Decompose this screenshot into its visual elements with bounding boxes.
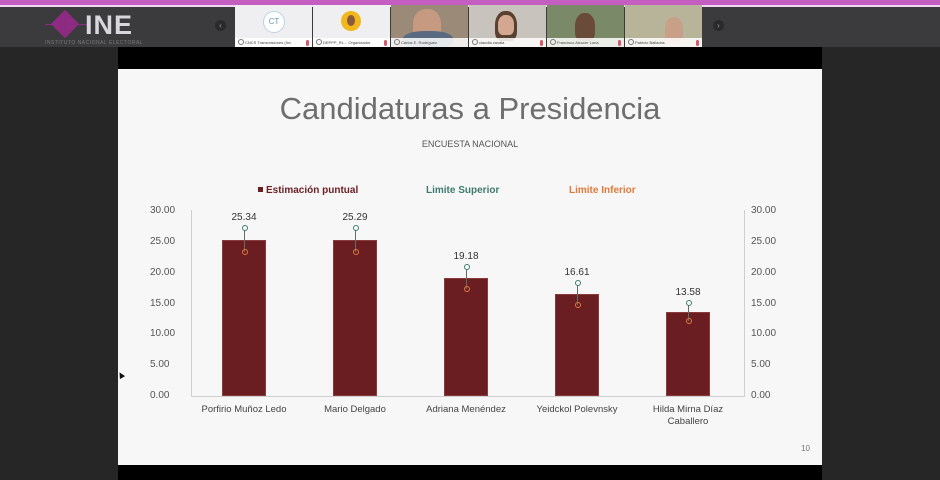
participant-video-tile[interactable]: Carlos E. Rodríguez [391,5,468,47]
bar [444,277,488,396]
video-person [665,17,683,43]
participant-name: CNCS Transmisiones (Inv [235,38,312,47]
slide-title: Candidaturas a Presidencia [279,91,661,126]
y-tick-label: 0.00 [150,390,170,401]
error-bar [355,228,356,252]
participant-name: claudia zavala [469,38,546,47]
lower-limit-marker [574,301,581,308]
participant-name: DEPPP_RL... Organizador [313,38,390,47]
legend-estimate: Estimación puntual [258,185,358,196]
logo-subtitle: INSTITUTO NACIONAL ELECTORAL [45,40,144,46]
participant-name: Francisco Alcocer Luna [547,38,624,47]
lower-limit-marker [352,248,359,255]
participants-prev-button[interactable]: ‹ [215,20,226,31]
mic-muted-icon [306,40,309,46]
data-label: 16.61 [564,266,590,278]
slide-page-number: 10 [801,444,810,453]
logo-diamond-icon [50,9,80,39]
category-label: Mario Delgado [324,404,386,415]
category-label: Porfirio Muñoz Ledo [201,404,287,415]
error-bar [244,227,245,252]
y-tick-label: 10.00 [150,328,176,340]
mic-muted-icon [618,40,621,46]
y-tick-label: 20.00 [150,266,176,278]
pin-icon [472,39,478,45]
ine-logo: INE INSTITUTO NACIONAL ELECTORAL [45,9,165,48]
left-panel [0,47,118,480]
error-bar [466,266,467,289]
pin-icon [316,39,322,45]
mic-muted-icon [540,40,543,46]
pin-icon [394,39,400,45]
error-bar [577,282,578,305]
bar [222,239,266,396]
bar [555,293,599,396]
y-tick-label: 5.00 [150,359,170,371]
data-label: 25.29 [342,212,368,224]
upper-limit-marker [685,299,692,306]
data-label: 19.18 [453,250,479,262]
participant-video-tile[interactable]: Francisco Alcocer Luna [547,5,624,47]
data-label: 13.58 [675,286,701,298]
participant-video-tile[interactable]: claudia zavala [469,5,546,47]
category-label: Hilda Mirna Díaz Caballero [652,404,724,427]
pin-icon [550,39,556,45]
participants-next-button[interactable]: › [713,20,724,31]
pin-icon [238,39,244,45]
participant-tile[interactable]: CT CNCS Transmisiones (Inv [235,5,312,47]
slide-subtitle: ENCUESTA NACIONAL [421,139,519,149]
upper-limit-marker [352,225,359,232]
legend-swatch [258,187,263,192]
logo-text: INE [85,10,134,40]
y-tick-label: 10.00 [751,328,777,340]
participant-name: Patricio Ballados [625,38,702,47]
lower-limit-marker [463,285,470,292]
upper-limit-marker [463,263,470,270]
x-axis [191,396,744,397]
y-tick-label: 20.00 [751,266,777,278]
participant-name: Carlos E. Rodríguez [391,38,468,47]
upper-limit-marker [574,279,581,286]
video-person [575,13,595,41]
avatar: CT [263,11,285,33]
category-label: Adriana Menéndez [426,404,506,415]
y-tick-label: 15.00 [150,297,176,309]
y-tick-label: 0.00 [751,390,771,401]
y-tick-label: 25.00 [751,235,777,247]
avatar [341,11,361,31]
participant-video-tile[interactable]: Patricio Ballados [625,5,702,47]
pin-icon [628,39,634,45]
bar [333,240,377,396]
upper-limit-marker [241,224,248,231]
error-bar [688,302,689,322]
bar [666,312,710,396]
video-person-face [498,15,514,35]
mic-muted-icon [384,40,387,46]
right-panel [822,47,940,480]
y-tick-label: 25.00 [150,235,176,247]
category-label: Yeidckol Polevnsky [536,404,618,415]
participant-strip: CT CNCS Transmisiones (Inv DEPPP_RL... O… [235,5,702,47]
y-tick-label: 15.00 [751,297,777,309]
lower-limit-marker [685,318,692,325]
right-y-axis [744,210,745,397]
left-y-axis [191,210,192,397]
y-tick-label: 30.00 [751,205,777,216]
lower-limit-marker [241,248,248,255]
presentation-slide: Candidaturas a Presidencia ENCUESTA NACI… [118,69,822,465]
participant-tile[interactable]: DEPPP_RL... Organizador [313,5,390,47]
data-label: 25.34 [231,211,257,223]
y-tick-label: 30.00 [150,205,176,216]
legend-label: Estimación puntual [266,185,359,196]
legend-upper: Limite Superior [426,185,500,196]
mic-muted-icon [696,40,699,46]
y-tick-label: 5.00 [751,359,771,371]
legend-lower: Limite Inferior [569,185,636,196]
